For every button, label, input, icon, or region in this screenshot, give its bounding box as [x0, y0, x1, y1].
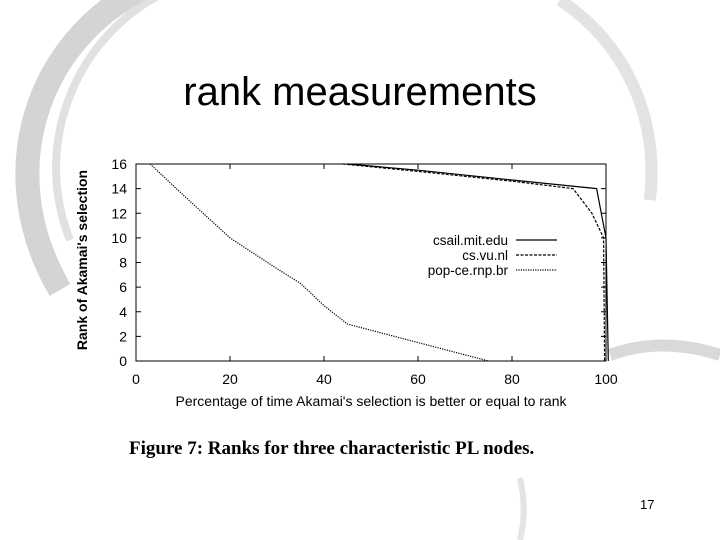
y-tick-label: 8	[119, 255, 127, 271]
legend-label: csail.mit.edu	[433, 233, 508, 248]
y-tick-label: 12	[111, 205, 127, 221]
plot-frame	[135, 163, 607, 362]
y-tick-label: 14	[111, 181, 127, 197]
rank-chart: 0 2 4 6 8 10 12 14 16 0 20 40 60 80 100 csail.mit.edu…	[74, 156, 618, 409]
x-axis-label: Percentage of time Akamai's selection is…	[176, 393, 568, 409]
figure-caption: Figure 7: Ranks for three characteristic…	[129, 438, 535, 459]
legend-label: cs.vu.nl	[462, 248, 508, 263]
x-axis-ticks: 0 20 40 60 80 100	[132, 164, 618, 387]
page-number: 17	[640, 497, 655, 512]
series-line-2	[149, 163, 489, 362]
y-tick-label: 6	[119, 279, 127, 295]
series-line-0	[347, 163, 609, 362]
y-tick-label: 4	[119, 304, 127, 320]
y-axis-label: Rank of Akamai's selection	[74, 170, 90, 350]
y-tick-label: 2	[119, 328, 127, 344]
y-tick-label: 16	[111, 156, 127, 172]
x-tick-label: 100	[594, 371, 618, 387]
x-tick-label: 40	[316, 371, 332, 387]
slide-title: rank measurements	[183, 70, 537, 114]
y-tick-label: 10	[111, 230, 127, 246]
series-line-1	[342, 163, 606, 362]
x-tick-label: 60	[410, 371, 426, 387]
y-tick-label: 0	[119, 353, 127, 369]
series-lines	[149, 163, 609, 362]
y-axis-ticks: 0 2 4 6 8 10 12 14 16	[111, 156, 606, 369]
x-tick-label: 20	[222, 371, 238, 387]
x-tick-label: 0	[132, 371, 140, 387]
x-tick-label: 80	[504, 371, 520, 387]
legend-label: pop-ce.rnp.br	[428, 263, 509, 278]
